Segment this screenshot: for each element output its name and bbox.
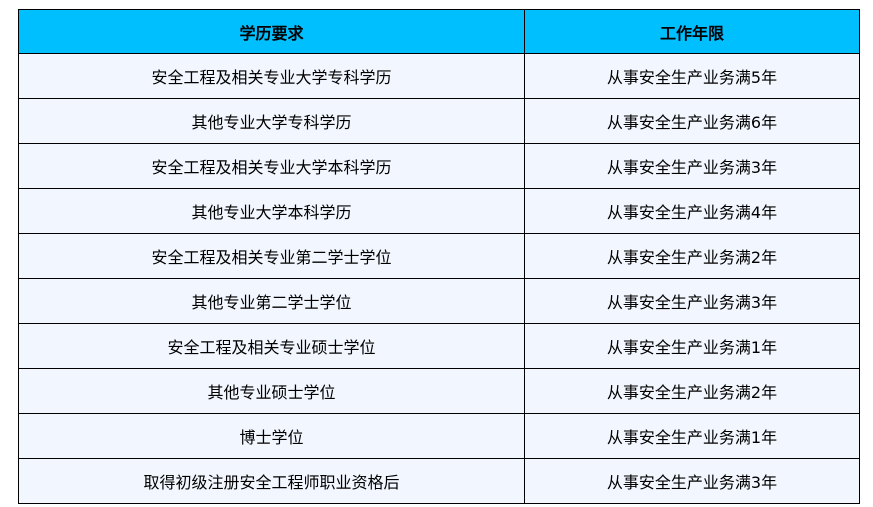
cell-education: 其他专业大学本科学历	[18, 188, 525, 234]
cell-education: 博士学位	[18, 413, 525, 459]
header-years: 工作年限	[524, 9, 860, 54]
cell-years: 从事安全生产业务满6年	[524, 98, 860, 144]
cell-years: 从事安全生产业务满3年	[524, 143, 860, 189]
cell-education: 安全工程及相关专业大学专科学历	[18, 53, 525, 99]
table-row: 其他专业大学本科学历 从事安全生产业务满4年	[18, 188, 860, 234]
requirements-table: 学历要求 工作年限 安全工程及相关专业大学专科学历 从事安全生产业务满5年 其他专业…	[18, 9, 860, 504]
header-education: 学历要求	[18, 9, 525, 54]
cell-education: 其他专业硕士学位	[18, 368, 525, 414]
cell-education: 安全工程及相关专业大学本科学历	[18, 143, 525, 189]
table-row: 取得初级注册安全工程师职业资格后 从事安全生产业务满3年	[18, 458, 860, 504]
cell-years: 从事安全生产业务满2年	[524, 368, 860, 414]
cell-years: 从事安全生产业务满5年	[524, 53, 860, 99]
cell-years: 从事安全生产业务满4年	[524, 188, 860, 234]
cell-education: 安全工程及相关专业第二学士学位	[18, 233, 525, 279]
cell-years: 从事安全生产业务满3年	[524, 458, 860, 504]
cell-education: 安全工程及相关专业硕士学位	[18, 323, 525, 369]
cell-education: 取得初级注册安全工程师职业资格后	[18, 458, 525, 504]
table-row: 博士学位 从事安全生产业务满1年	[18, 413, 860, 459]
table-row: 安全工程及相关专业大学本科学历 从事安全生产业务满3年	[18, 143, 860, 189]
table-row: 安全工程及相关专业大学专科学历 从事安全生产业务满5年	[18, 53, 860, 99]
table-row: 其他专业大学专科学历 从事安全生产业务满6年	[18, 98, 860, 144]
cell-education: 其他专业第二学士学位	[18, 278, 525, 324]
cell-education: 其他专业大学专科学历	[18, 98, 525, 144]
cell-years: 从事安全生产业务满3年	[524, 278, 860, 324]
header-row: 学历要求 工作年限	[18, 9, 860, 54]
table-row: 安全工程及相关专业硕士学位 从事安全生产业务满1年	[18, 323, 860, 369]
table-row: 其他专业第二学士学位 从事安全生产业务满3年	[18, 278, 860, 324]
cell-years: 从事安全生产业务满2年	[524, 233, 860, 279]
table-row: 安全工程及相关专业第二学士学位 从事安全生产业务满2年	[18, 233, 860, 279]
cell-years: 从事安全生产业务满1年	[524, 413, 860, 459]
table-row: 其他专业硕士学位 从事安全生产业务满2年	[18, 368, 860, 414]
cell-years: 从事安全生产业务满1年	[524, 323, 860, 369]
